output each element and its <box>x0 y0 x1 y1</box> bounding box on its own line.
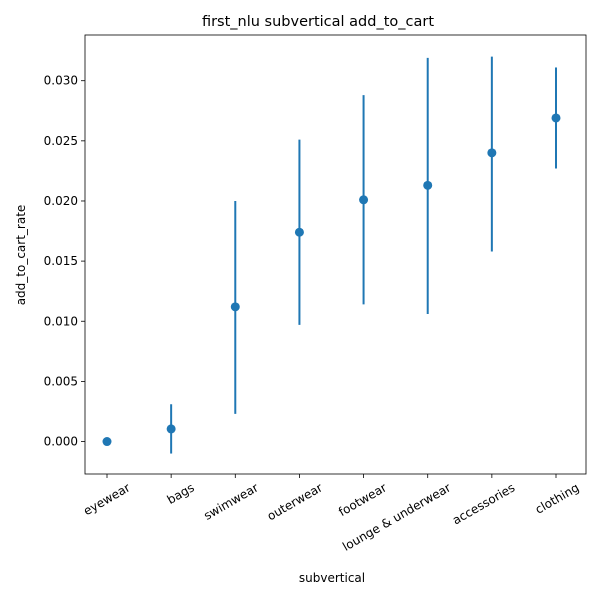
x-tick-label: clothing <box>533 480 582 516</box>
x-tick-label: accessories <box>450 480 517 527</box>
y-axis-title: add_to_cart_rate <box>14 205 28 306</box>
x-axis-title: subvertical <box>299 571 365 585</box>
data-point <box>230 302 240 312</box>
plot-area <box>84 34 587 475</box>
x-tick-label: eyewear <box>81 480 133 518</box>
x-tick-label: footwear <box>336 480 389 519</box>
x-tick-label: swimwear <box>201 480 261 522</box>
data-point <box>166 424 176 434</box>
data-point <box>551 113 561 123</box>
data-point <box>487 148 497 158</box>
y-axis: 0.000 0.005 0.010 0.015 0.020 0.025 0.030 <box>44 74 85 449</box>
y-tick-label: 0.030 <box>44 74 78 88</box>
data-point <box>423 180 433 190</box>
y-tick-label: 0.005 <box>44 374 78 388</box>
data-point <box>294 227 304 237</box>
data-series <box>102 56 561 454</box>
x-tick-label: outerwear <box>265 480 325 523</box>
y-tick-label: 0.000 <box>44 435 78 449</box>
data-point <box>102 437 112 447</box>
y-tick-label: 0.025 <box>44 134 78 148</box>
y-tick-label: 0.010 <box>44 314 78 328</box>
y-tick-label: 0.020 <box>44 194 78 208</box>
x-axis: eyewear bags swimwear outerwear footwearloun… <box>81 474 582 554</box>
x-tick-label: lounge & underwear <box>340 480 453 553</box>
x-tick-label: bags <box>165 480 197 507</box>
y-tick-label: 0.015 <box>44 254 78 268</box>
data-point <box>359 195 369 205</box>
chart-title: first_nlu subvertical add_to_cart <box>202 14 434 30</box>
